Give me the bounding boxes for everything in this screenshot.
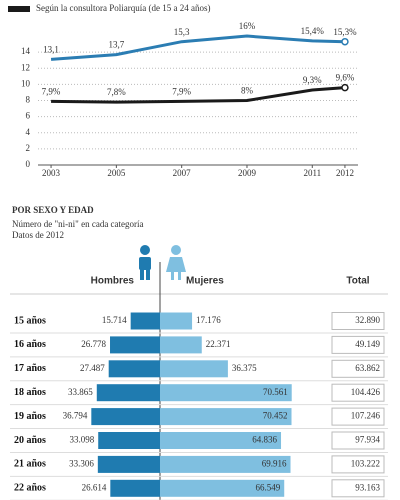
value-label: 15.714 [102, 315, 127, 325]
data-label: 13,7 [108, 40, 124, 50]
value-label: 66.549 [255, 482, 280, 492]
bar-female [160, 360, 228, 378]
value-label: 70.452 [263, 411, 288, 421]
y-tick-label: 12 [21, 62, 30, 72]
x-tick-label: 2003 [42, 168, 61, 178]
value-label: 69.916 [262, 458, 287, 468]
bar-male [110, 336, 160, 354]
data-label: 15,4% [301, 26, 325, 36]
y-tick-label: 4 [26, 127, 31, 137]
row-label: 17 años [14, 363, 46, 374]
section-title: POR SEXO Y EDAD [12, 205, 94, 215]
header: Total [346, 276, 369, 287]
legend-label: Según la consultora Poliarquía (de 15 a … [36, 3, 210, 13]
data-label: 7,9% [42, 86, 61, 96]
bar-female [160, 455, 291, 473]
y-tick-label: 10 [21, 78, 31, 88]
total-cell [331, 479, 385, 498]
total-cell [331, 407, 385, 426]
value-label: 36.794 [63, 411, 88, 421]
y-tick-label: 2 [26, 143, 31, 153]
value-label: 36.375 [232, 363, 257, 373]
bar-female [160, 479, 285, 497]
row-label: 21 años [14, 459, 46, 470]
total-cell [331, 455, 385, 474]
x-tick-label: 2012 [336, 168, 354, 178]
data-label: 7,8% [107, 87, 126, 97]
bar-male [108, 360, 160, 378]
y-tick-label: 8 [26, 95, 31, 105]
value-label: 33.865 [68, 387, 93, 397]
row-label: 18 años [14, 387, 46, 398]
x-tick-label: 2011 [303, 168, 321, 178]
x-tick-label: 2007 [173, 168, 192, 178]
header: Mujeres [186, 276, 224, 287]
x-tick-label: 2009 [238, 168, 257, 178]
total-cell [331, 335, 385, 354]
total-value: 49.149 [355, 339, 380, 349]
bar-male [130, 312, 160, 330]
value-label: 27.487 [80, 363, 105, 373]
total-value: 103.222 [351, 458, 380, 468]
bar-male [110, 479, 160, 497]
bar-female [160, 312, 193, 330]
data-label: 16% [239, 21, 256, 31]
data-label: 9,6% [336, 73, 355, 83]
header: Hombres [91, 276, 135, 287]
row-label: 22 años [14, 483, 46, 494]
total-cell [331, 383, 385, 402]
end-marker [341, 83, 349, 92]
row-label: 19 años [14, 411, 46, 422]
note: Datos de 2012 [12, 230, 64, 240]
value-label: 26.614 [82, 482, 107, 492]
row-label: 16 años [14, 339, 46, 350]
female-icon [166, 245, 186, 280]
value-label: 33.098 [69, 435, 94, 445]
end-marker [341, 37, 349, 46]
total-value: 93.163 [355, 482, 380, 492]
line [50, 34, 345, 61]
bar-female [160, 432, 282, 449]
y-tick-label: 0 [26, 159, 31, 169]
bar-male [96, 384, 160, 402]
bar-male [97, 455, 160, 473]
y-tick-label: 14 [21, 46, 31, 56]
value-label: 33.306 [69, 458, 94, 468]
bar-female [160, 408, 292, 426]
data-label: 15,3% [333, 27, 357, 37]
value-label: 26.778 [81, 339, 106, 349]
bar-female [160, 384, 292, 402]
male-icon [139, 245, 151, 280]
subtitle: Número de "ni-ni" en cada categoría [12, 219, 144, 229]
total-value: 104.426 [351, 387, 381, 397]
value-label: 17.176 [196, 315, 221, 325]
total-cell [331, 359, 385, 378]
bar-female [160, 336, 202, 354]
data-label: 9,3% [303, 75, 322, 85]
total-value: 63.862 [355, 363, 380, 373]
data-label: 7,9% [172, 86, 191, 96]
data-label: 15,3 [174, 27, 190, 37]
total-value: 97.934 [355, 435, 380, 445]
row-label: 15 años [14, 315, 46, 326]
value-label: 64.836 [252, 435, 277, 445]
total-value: 32.890 [355, 315, 380, 325]
y-tick-label: 6 [26, 111, 31, 121]
total-cell [331, 312, 385, 330]
data-label: 8% [241, 86, 254, 96]
bar-male [98, 432, 160, 449]
total-value: 107.246 [351, 411, 381, 421]
data-label: 13,1 [43, 44, 59, 54]
total-cell [331, 431, 385, 450]
bar-male [91, 408, 160, 426]
legend-swatch [8, 6, 30, 12]
row-label: 20 años [14, 435, 46, 446]
x-tick-label: 2005 [107, 168, 126, 178]
value-label: 70.561 [263, 387, 288, 397]
line [51, 86, 346, 104]
value-label: 22.371 [206, 339, 231, 349]
